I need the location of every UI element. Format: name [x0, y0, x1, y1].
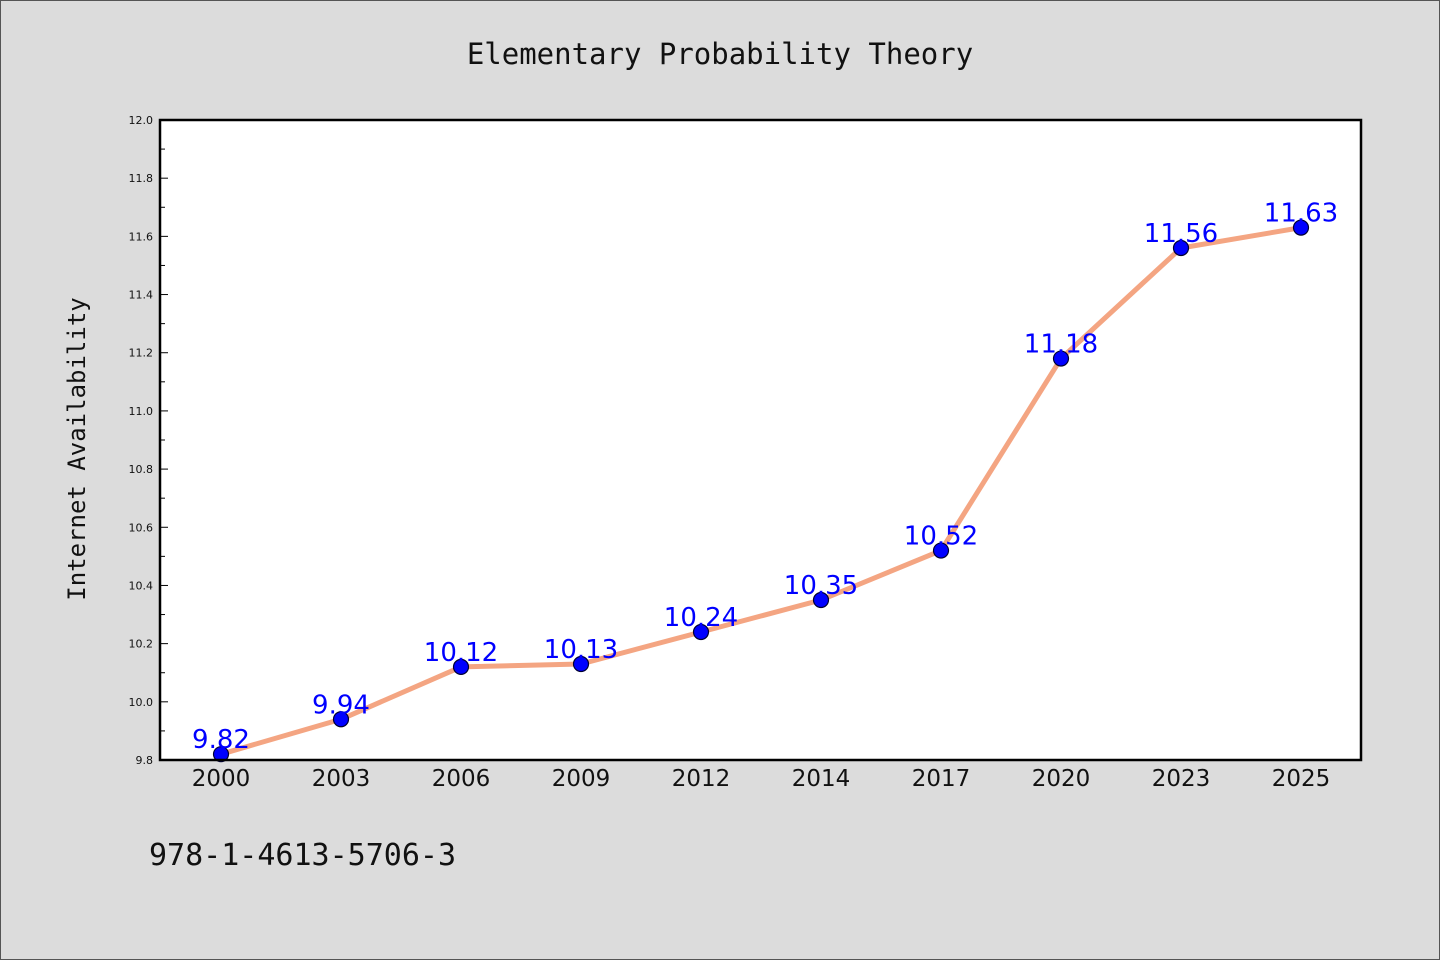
y-tick-label: 11.0: [129, 405, 154, 418]
data-label: 10.24: [664, 603, 738, 633]
data-label: 10.12: [424, 638, 498, 668]
data-point: [812, 591, 830, 609]
data-label: 10.13: [544, 635, 618, 665]
x-tick-label: 2025: [1272, 766, 1331, 792]
plot-area: [160, 120, 1361, 760]
x-tick-label: 2020: [1032, 766, 1091, 792]
data-label: 11.18: [1024, 330, 1098, 360]
isbn-text: 978-1-4613-5706-3: [149, 838, 456, 873]
data-point: [452, 658, 470, 676]
x-tick-label: 2014: [792, 766, 851, 792]
data-point: [1172, 239, 1190, 257]
data-label: 11.56: [1144, 219, 1218, 249]
y-tick-label: 10.0: [129, 696, 154, 709]
x-axis-ticks: 2000 2003 2006 2009 2012 2014 2017 2020 2023 2025: [192, 766, 1331, 792]
plot-frame: [158, 118, 1363, 762]
y-tick-label: 10.2: [129, 638, 154, 651]
data-point: [1052, 350, 1070, 367]
series-line: [218, 225, 1304, 757]
x-tick-label: 2012: [672, 766, 731, 792]
data-label: 10.35: [784, 571, 858, 601]
chart-title: Elementary Probability Theory: [467, 37, 973, 71]
y-tick-label: 10.8: [129, 463, 154, 476]
data-point: [332, 711, 350, 728]
data-point: [932, 542, 950, 559]
y-tick-label: 11.4: [129, 289, 154, 302]
y-tick-label: 12.0: [129, 114, 154, 127]
y-tick-label: 11.2: [129, 347, 154, 360]
data-label: 11.63: [1264, 199, 1338, 229]
data-label: 9.82: [192, 725, 250, 755]
x-tick-label: 2000: [192, 766, 251, 792]
data-point: [692, 623, 710, 641]
series-layer: 9.82 9.94 10.12 10.13 10.24 10.35 10.52 11.18 11…: [192, 199, 1338, 763]
y-axis-label: Internet Availability: [63, 297, 91, 600]
y-axis-ticks: 9.8 10.0 10.2 10.4 10.6 10.8 11.0 11.2 11.4 11.6 1…: [129, 114, 168, 767]
x-tick-label: 2003: [312, 766, 371, 792]
data-label: 10.52: [904, 522, 978, 552]
x-tick-label: 2006: [432, 766, 491, 792]
x-tick-label: 2017: [912, 766, 971, 792]
data-point: [212, 746, 230, 763]
x-tick-label: 2009: [552, 766, 611, 792]
y-tick-label: 10.4: [129, 579, 154, 592]
data-label: 9.94: [312, 690, 370, 720]
y-tick-label: 10.6: [129, 521, 154, 534]
y-tick-label: 11.6: [129, 230, 154, 243]
data-point: [1292, 219, 1310, 236]
data-point: [572, 655, 590, 673]
x-tick-label: 2023: [1152, 766, 1211, 792]
y-tick-label: 11.8: [129, 172, 154, 185]
y-tick-label: 9.8: [136, 754, 154, 767]
